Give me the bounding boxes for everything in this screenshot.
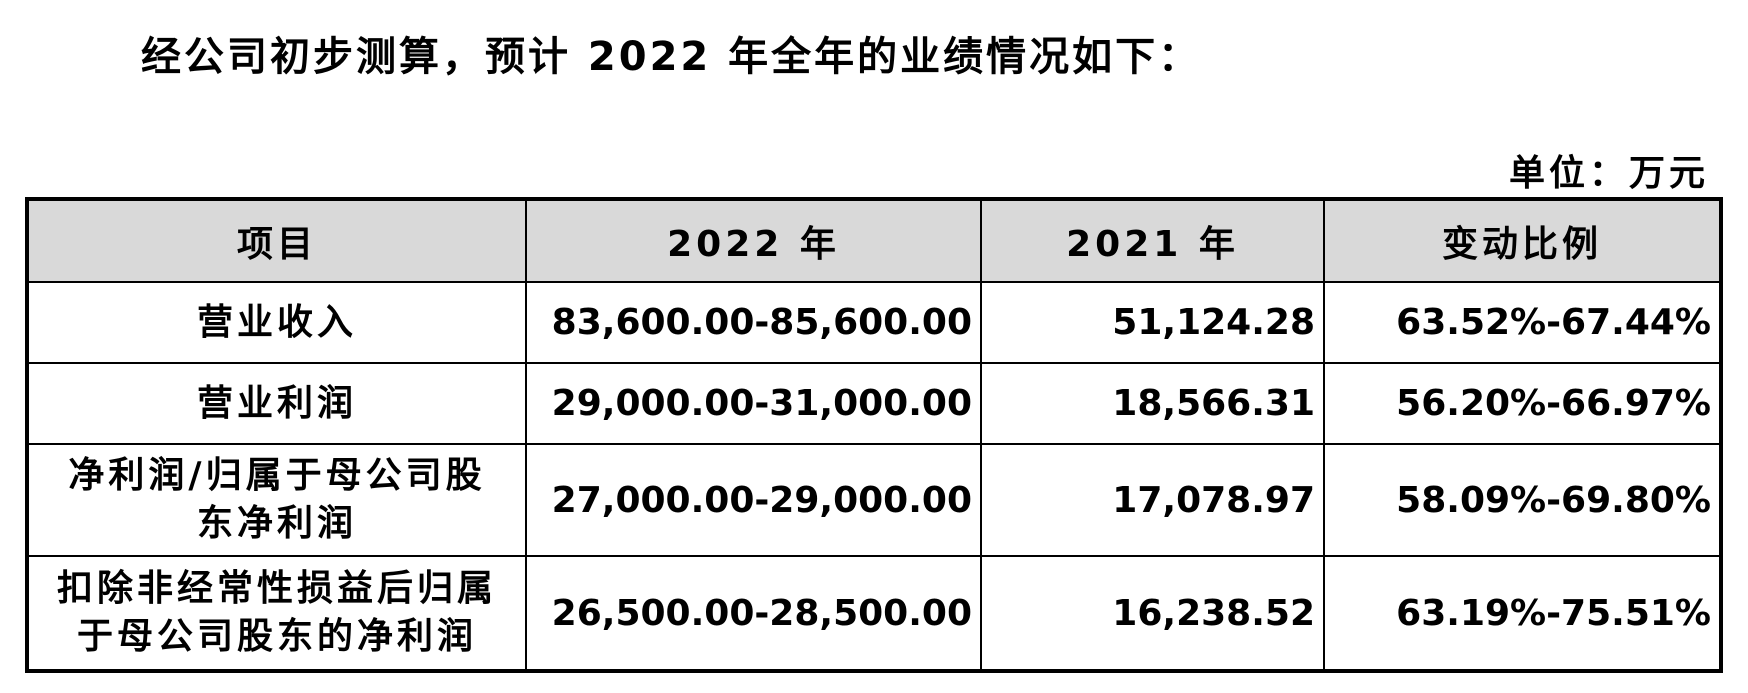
table-row: 营业利润 29,000.00-31,000.00 18,566.31 56.20%-6… — [26, 362, 1722, 445]
column-header: 2022 年 — [525, 198, 982, 283]
column-header: 变动比例 — [1323, 198, 1722, 283]
cell: 58.09%-69.80% — [1323, 443, 1722, 557]
cell: 63.52%-67.44% — [1323, 281, 1722, 364]
column-header: 项目 — [26, 198, 527, 283]
row-label: 扣除非经常性损益后归属于母公司股东的净利润 — [26, 555, 527, 672]
table-row: 净利润/归属于母公司股东净利润 27,000.00-29,000.00 17,078… — [26, 443, 1722, 557]
unit-note: 单位：万元 — [1508, 153, 1709, 194]
header-row: 项目 2022 年 2021 年变动比例 — [26, 198, 1722, 283]
column-header: 2021 年 — [980, 198, 1325, 283]
cell: 56.20%-66.97% — [1323, 362, 1722, 445]
table-row: 扣除非经常性损益后归属于母公司股东的净利润 26,500.00-28,500.00… — [26, 555, 1722, 672]
row-label: 营业收入 — [26, 281, 527, 364]
row-label: 净利润/归属于母公司股东净利润 — [26, 443, 527, 557]
cell: 29,000.00-31,000.00 — [525, 362, 982, 445]
row-label: 营业利润 — [26, 362, 527, 445]
table: 项目 2022 年 2021 年变动比例 营业收入 83,600.00-85,600.… — [25, 197, 1723, 673]
cell: 27,000.00-29,000.00 — [525, 443, 982, 557]
cell: 51,124.28 — [980, 281, 1325, 364]
cell: 26,500.00-28,500.00 — [525, 555, 982, 672]
cell: 16,238.52 — [980, 555, 1325, 672]
table-body: 营业收入 83,600.00-85,600.00 51,124.28 63.52%-6… — [26, 281, 1722, 672]
cell: 17,078.97 — [980, 443, 1325, 557]
cell: 18,566.31 — [980, 362, 1325, 445]
table-row: 营业收入 83,600.00-85,600.00 51,124.28 63.52%-6… — [26, 281, 1722, 364]
cell: 63.19%-75.51% — [1323, 555, 1722, 672]
cell: 83,600.00-85,600.00 — [525, 281, 982, 364]
title: 经公司初步测算，预计 2022 年全年的业绩情况如下： — [141, 34, 1202, 80]
